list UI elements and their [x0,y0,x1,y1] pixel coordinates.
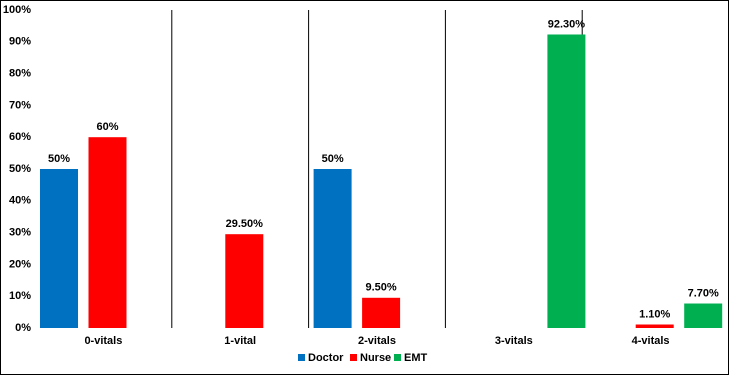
x-tick-label: 2-vitals [358,335,396,347]
value-label: 92.30% [548,18,586,30]
x-tick-label: 4-vitals [632,335,670,347]
value-label: 50% [48,153,70,165]
bar [547,34,586,329]
value-label: 29.50% [226,218,264,230]
bar [684,303,723,328]
y-tick-label: 30% [9,227,31,239]
bar [40,169,78,328]
y-tick-label: 80% [9,68,31,80]
x-tick-label: 3-vitals [495,335,533,347]
y-tick-label: 60% [9,131,31,143]
legend-label: EMT [404,352,428,364]
bar [313,169,352,328]
y-tick-label: 0% [15,322,31,334]
legend-label: Doctor [308,352,344,364]
y-tick-label: 70% [9,99,31,111]
x-tick-label: 1-vital [224,335,256,347]
y-tick-label: 90% [9,36,31,48]
value-label: 60% [96,121,118,133]
bar [225,234,264,328]
bar [362,297,401,328]
bar [88,137,127,328]
y-tick-label: 20% [9,258,31,270]
legend-swatch [394,354,401,361]
legend-swatch [350,354,357,361]
value-label: 7.70% [688,287,719,299]
value-label: 50% [322,153,344,165]
value-label: 9.50% [365,282,396,294]
bar [635,324,674,328]
y-tick-label: 50% [9,163,31,175]
legend-label: Nurse [360,352,391,364]
x-tick-label: 0-vitals [84,335,122,347]
y-tick-label: 40% [9,195,31,207]
legend-swatch [298,354,305,361]
value-label: 1.10% [639,308,670,320]
y-tick-label: 100% [3,4,31,16]
y-tick-label: 10% [9,290,31,302]
